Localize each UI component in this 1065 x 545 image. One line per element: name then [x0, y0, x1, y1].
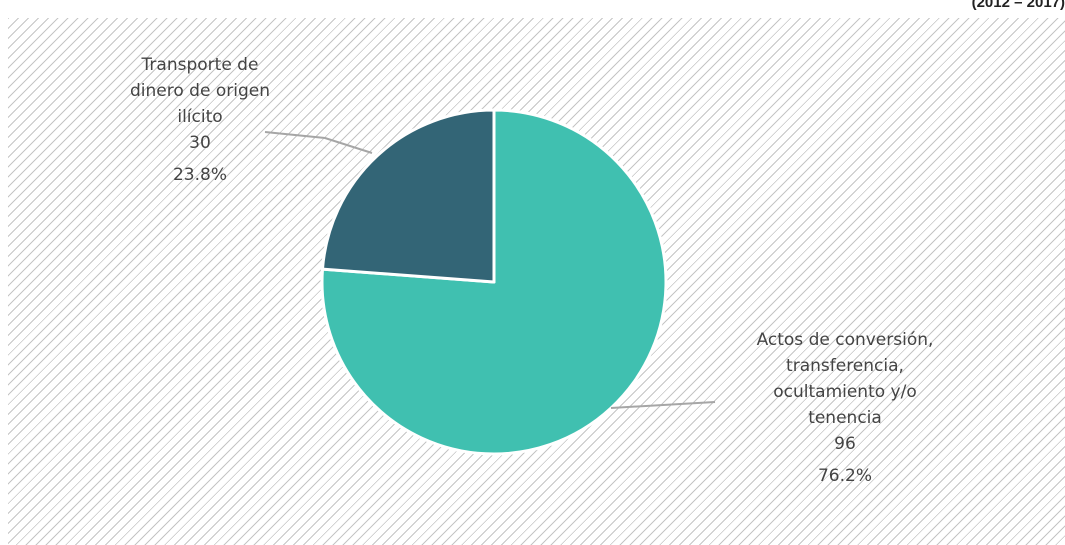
slice-label-line: tenencia: [808, 408, 882, 428]
slice-label-2: Transporte de dinero de origen ilícito 30 23…: [130, 55, 270, 185]
pie-slice-2: [320, 108, 496, 284]
chart-area: [8, 18, 1065, 545]
slice-percent: 23.8%: [173, 165, 227, 185]
leader-line-1: [610, 401, 716, 409]
period-label: (2012 – 2017): [971, 0, 1065, 11]
slice-label-1: Actos de conversión, transferencia, oculta…: [757, 330, 934, 486]
slice-label-line: transferencia,: [786, 356, 904, 376]
slice-value: 30: [189, 133, 211, 153]
slice-label-line: Transporte de: [141, 55, 259, 75]
slice-percent: 76.2%: [818, 466, 872, 486]
slice-label-line: ocultamiento y/o: [773, 382, 917, 402]
slice-label-line: Actos de conversión,: [757, 330, 934, 350]
slice-label-line: ilícito: [177, 107, 222, 127]
slice-value: 96: [834, 434, 856, 454]
leader-line-2: [264, 131, 373, 154]
slice-label-line: dinero de origen: [130, 81, 270, 101]
